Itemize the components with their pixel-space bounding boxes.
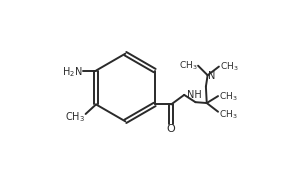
Text: O: O xyxy=(167,124,176,134)
Text: CH$_3$: CH$_3$ xyxy=(219,91,237,103)
Text: N: N xyxy=(208,71,215,81)
Text: CH$_3$: CH$_3$ xyxy=(220,61,238,73)
Text: H$_2$N: H$_2$N xyxy=(62,66,82,79)
Text: CH$_3$: CH$_3$ xyxy=(219,108,237,121)
Text: NH: NH xyxy=(187,90,202,100)
Text: CH$_3$: CH$_3$ xyxy=(179,60,197,72)
Text: CH$_3$: CH$_3$ xyxy=(65,110,85,124)
